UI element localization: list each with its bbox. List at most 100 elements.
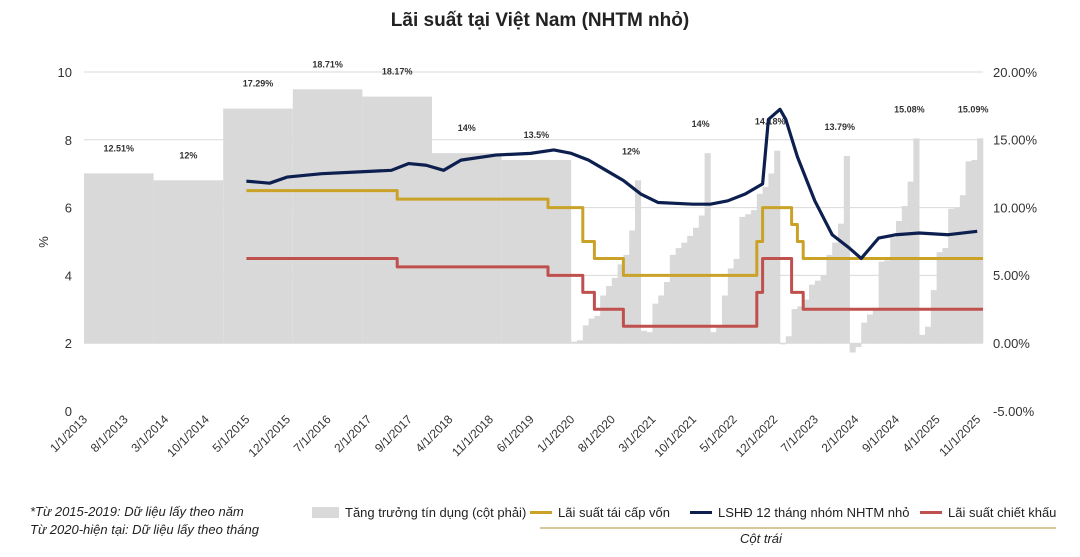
bar-monthly [930,290,937,343]
bar-monthly [861,322,868,343]
x-tick-label: 2/1/2017 [331,412,374,455]
series-line [246,256,983,328]
x-tick-label: 12/1/2015 [245,412,293,460]
bar-monthly [762,187,769,343]
x-tick-label: 9/1/2024 [859,412,902,455]
bar-monthly [704,153,711,343]
bar-monthly [571,341,578,343]
bar-monthly [814,280,821,343]
x-tick-label: 7/1/2016 [291,412,334,455]
legend-label: Tăng trưởng tín dụng (cột phải) [345,505,527,520]
bar-annual [223,108,293,343]
bar-monthly [797,306,804,343]
bar-annual [153,180,224,343]
bar-monthly [635,180,642,343]
note-line: Từ 2020-hiện tại: Dữ liệu lấy theo tháng [30,522,259,537]
bar-monthly [640,330,647,343]
bar-monthly [907,181,914,343]
bar-monthly [965,161,972,343]
legend-credit-growth: Tăng trưởng tín dụng (cột phải) [312,505,526,520]
bar-monthly [617,264,624,343]
bar-monthly [577,340,584,343]
data-label: 13.79% [825,122,856,132]
legend-refinance: Lãi suất tái cấp vốn [530,505,670,520]
y-tick-label-left: 8 [65,133,72,148]
bar-monthly [693,227,700,343]
bar-annual [362,96,432,343]
x-tick-label: 7/1/2023 [778,412,821,455]
bar-monthly [698,215,705,343]
bar-monthly [722,295,729,343]
bar-monthly [756,193,763,343]
bar-monthly [942,248,949,343]
series-line [246,189,983,277]
x-tick-label: 9/1/2017 [372,412,415,455]
y-tick-label-left: 10 [58,65,72,80]
bar-monthly [785,336,792,343]
bar-monthly [646,332,653,343]
bar-monthly [745,214,752,343]
y-tick-label-right: 10.00% [993,200,1038,215]
x-tick-label: 11/1/2025 [936,412,983,459]
y-tick-label-left: 2 [65,336,72,351]
bar-annual [432,153,502,343]
bar-monthly [681,242,688,343]
legend-swatch [690,511,712,514]
bar-monthly [803,299,810,343]
legend-group-line [540,527,1056,529]
bar-monthly [600,295,607,343]
data-label: 18.71% [312,59,343,69]
bar-monthly [936,252,943,343]
data-label: 12.51% [104,143,135,153]
data-label: 15.08% [894,105,925,115]
legend-group-label: Cột trái [740,531,782,546]
x-tick-label: 8/1/2013 [88,412,131,455]
bar-monthly [896,220,903,343]
bar-monthly [716,326,723,343]
data-label: 18.17% [382,67,413,77]
bar-monthly [867,314,874,343]
bar-monthly [594,315,601,343]
legend-swatch [530,511,552,514]
bar-monthly [791,309,798,343]
bar-monthly [977,138,984,343]
bar-monthly [838,223,845,343]
bar-monthly [919,334,926,343]
bar-monthly [669,254,676,343]
bar-monthly [588,318,595,343]
bar-monthly [925,326,932,343]
bar-monthly [809,284,816,343]
x-tick-label: 10/1/2021 [651,412,699,460]
bar-monthly [878,261,885,343]
y-tick-label-right: 5.00% [993,268,1030,283]
bar-monthly [623,254,630,343]
x-tick-label: 1/1/2020 [534,412,577,455]
bar-monthly [890,237,897,343]
bar-monthly [843,156,850,343]
y-tick-label-left: 0 [65,404,72,419]
bar-monthly [710,332,717,343]
legend-label: Lãi suất tái cấp vốn [558,505,671,520]
x-tick-label: 6/1/2019 [494,412,537,455]
bar-monthly [727,268,734,343]
bar-monthly [687,235,694,343]
bar-monthly [884,260,891,343]
bar-monthly [959,195,966,343]
bar-monthly [675,248,682,343]
bar-monthly [780,343,787,345]
x-tick-label: 8/1/2020 [575,412,618,455]
note-line: *Từ 2015-2019: Dữ liệu lấy theo năm [30,504,244,519]
legend-label: LSHĐ 12 tháng nhóm NHTM nhỏ [718,505,910,520]
data-label: 12% [179,150,197,160]
bar-monthly [606,286,613,343]
legend-swatch [920,511,942,514]
data-label: 15.09% [958,104,989,114]
bar-monthly [849,343,856,353]
y-tick-label-left: 4 [65,268,72,283]
plot-area: 0 2 4 6 8 10 -5.00% 0.00% 5.00% 10.00% 15.00% 20.00… [36,59,1038,460]
y-axis-label: % [36,236,51,248]
y-tick-label-right: 15.00% [993,133,1038,148]
x-tick-label: 12/1/2022 [733,412,781,460]
y-tick-label-right: -5.00% [993,404,1035,419]
bar-monthly [664,281,671,343]
